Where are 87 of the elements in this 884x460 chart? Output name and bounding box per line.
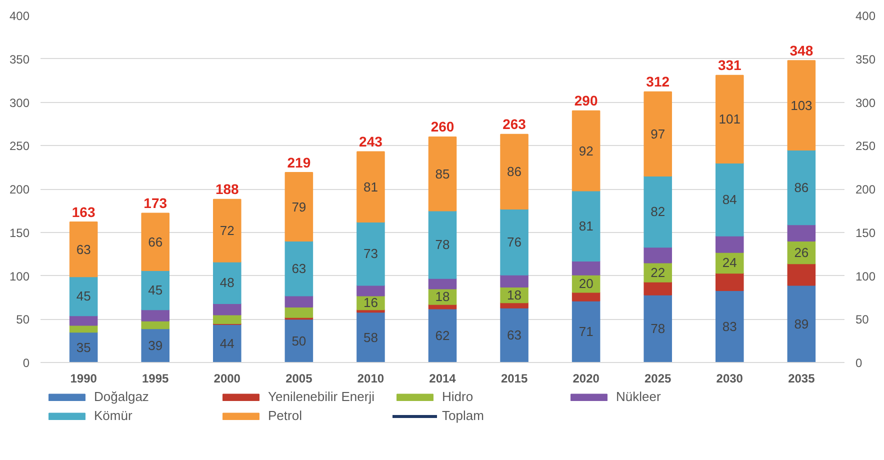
data-label: 48 [220,275,234,290]
x-tick-label: 2025 [644,372,672,386]
total-label: 243 [359,133,383,150]
data-label: 44 [220,336,234,351]
y2-tick-label: 150 [856,226,876,240]
x-tick-label: 2005 [286,372,313,386]
data-label: 81 [578,218,594,234]
data-label: 39 [148,338,163,354]
data-label: 24 [722,255,737,270]
data-label: 78 [650,321,666,336]
x-tick-label: 1990 [70,372,98,386]
x-tick-label: 2030 [716,372,744,386]
data-label: 81 [363,179,378,194]
y2-tick-label: 400 [856,9,876,23]
data-label: 16 [363,295,378,310]
data-label: 86 [507,164,522,180]
total-label: 331 [718,57,742,74]
x-tick-label: 2015 [500,372,528,386]
y-tick-label: 300 [9,96,30,110]
data-label: 82 [650,204,666,220]
y-tick-label: 150 [9,226,30,240]
total-label: 312 [646,74,670,90]
legend-label: Hidro [442,389,474,404]
data-label: 78 [435,237,450,252]
y2-tick-label: 0 [856,356,862,370]
legend-label: Toplam [442,408,485,423]
legend-label: Yenilenebilir Enerji [268,389,376,404]
data-label: 45 [148,282,163,298]
data-label: 72 [220,223,234,238]
data-label: 79 [292,199,306,214]
x-tick-label: 1995 [142,372,170,386]
data-label: 63 [292,260,306,276]
y-tick-label: 400 [9,9,30,23]
data-label: 45 [76,288,91,304]
total-label: 263 [502,116,526,132]
data-label: 62 [435,328,450,344]
data-label: 22 [650,264,666,280]
y2-tick-label: 300 [856,96,876,110]
data-label: 66 [148,234,163,250]
y2-tick-label: 50 [856,312,870,327]
y2-tick-label: 200 [856,182,876,196]
y-tick-label: 100 [9,269,30,284]
data-label: 58 [363,330,378,345]
data-label: 18 [435,289,450,304]
total-label: 290 [574,92,598,109]
data-label: 76 [507,234,522,250]
total-label: 163 [72,204,96,220]
data-label: 103 [790,98,812,113]
total-label: 173 [144,195,168,212]
data-label: 101 [718,112,740,127]
data-label: 89 [794,316,809,332]
data-label: 18 [507,287,522,302]
data-label: 63 [507,328,522,343]
legend-label: Kömür [94,408,134,423]
data-label: 71 [578,324,594,340]
y-tick-label: 0 [22,356,30,370]
x-tick-label: 2020 [572,372,600,386]
y2-tick-label: 100 [856,269,876,284]
data-label: 84 [722,192,737,207]
data-label: 20 [578,276,594,292]
data-label: 26 [794,244,809,260]
data-label: 97 [650,126,666,142]
data-label: 83 [722,319,737,334]
y-tick-label: 350 [9,52,30,66]
data-label: 50 [292,333,306,348]
total-label: 260 [430,118,454,135]
data-label: 92 [578,143,594,158]
total-label: 348 [790,42,814,58]
data-label: 86 [794,180,809,195]
data-label: 35 [76,340,91,355]
data-label: 85 [435,166,450,182]
y-tick-label: 200 [9,182,30,196]
total-label: 219 [287,154,311,170]
data-label: 63 [76,242,91,257]
x-tick-label: 2035 [788,372,816,386]
x-tick-label: 2014 [429,372,456,386]
total-label: 188 [215,181,240,198]
y-tick-label: 50 [16,312,30,327]
x-tick-label: 2000 [214,372,241,386]
data-label: 73 [363,246,378,262]
legend-label: Doğalgaz [94,389,150,404]
y-tick-label: 250 [9,139,30,154]
y2-tick-label: 350 [856,52,876,66]
legend-label: Petrol [268,408,303,423]
y2-tick-label: 250 [856,139,876,154]
x-tick-label: 2010 [357,372,384,386]
legend-label: Nükleer [616,389,662,404]
